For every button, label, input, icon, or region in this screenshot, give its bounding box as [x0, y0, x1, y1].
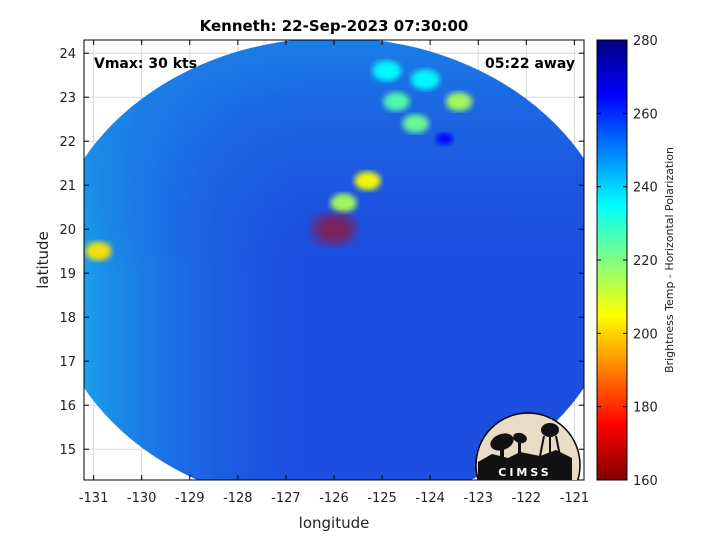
y-tick-label: 19 — [59, 267, 76, 282]
vmax-annotation: Vmax: 30 kts — [94, 56, 197, 72]
feature-8 — [85, 241, 112, 261]
x-tick-label: -126 — [319, 491, 349, 506]
x-tick-label: -128 — [223, 491, 253, 506]
x-tick-label: -130 — [127, 491, 157, 506]
x-axis-label: longitude — [299, 514, 370, 532]
y-tick-label: 16 — [59, 399, 76, 414]
y-tick-label: 24 — [59, 47, 76, 62]
logo-text: CIMSS — [498, 466, 551, 479]
colorbar-ticks: 160 180 200 220 240 260 280 — [597, 34, 658, 489]
feature-4 — [402, 114, 429, 133]
y-tick-label: 17 — [59, 355, 76, 370]
x-tick-label: -122 — [512, 491, 542, 506]
y-axis-label: latitude — [34, 231, 52, 289]
colorbar-tick-label: 200 — [633, 327, 658, 342]
swath-north-edge — [84, 40, 584, 480]
colorbar-tick-label: 180 — [633, 401, 658, 416]
y-tick-label: 18 — [59, 311, 76, 326]
y-tick-label: 22 — [59, 135, 76, 150]
colorbar-tick-label: 260 — [633, 107, 658, 122]
feature-9 — [312, 213, 356, 245]
time-away-annotation: 05:22 away — [485, 56, 575, 72]
colorbar-tick-label: 220 — [633, 254, 658, 269]
colorbar-tick-label: 240 — [633, 181, 658, 196]
chart-title: Kenneth: 22-Sep-2023 07:30:00 — [200, 17, 469, 35]
x-tick-label: -124 — [415, 491, 445, 506]
colorbar-label: Brightness Temp - Horizontal Polarizatio… — [663, 147, 676, 373]
feature-2 — [410, 69, 440, 90]
colorbar-tick-label: 160 — [633, 474, 658, 489]
x-tick-label: -127 — [271, 491, 301, 506]
y-axis-ticks: 15 16 17 18 19 20 21 22 23 24 — [59, 47, 584, 458]
x-tick-label: -129 — [175, 491, 205, 506]
cimss-logo: CIMSS — [475, 412, 581, 480]
convective-features — [85, 60, 473, 261]
feature-3 — [383, 92, 410, 111]
feature-7 — [354, 171, 381, 191]
feature-0 — [436, 133, 453, 145]
colorbar-tick-label: 280 — [633, 34, 658, 49]
colorbar — [596, 39, 628, 481]
y-tick-label: 23 — [59, 91, 76, 106]
feature-6 — [330, 193, 357, 213]
feature-1 — [372, 60, 402, 81]
x-tick-label: -121 — [560, 491, 590, 506]
y-tick-label: 20 — [59, 223, 76, 238]
y-tick-label: 21 — [59, 179, 76, 194]
y-tick-label: 15 — [59, 443, 76, 458]
feature-5 — [445, 92, 473, 111]
x-axis-ticks: -131 -130 -129 -128 -127 -126 -125 -124 -123 -122… — [79, 40, 589, 506]
swath-group — [84, 40, 584, 480]
x-tick-label: -125 — [367, 491, 397, 506]
x-tick-label: -123 — [463, 491, 493, 506]
x-tick-label: -131 — [79, 491, 109, 506]
